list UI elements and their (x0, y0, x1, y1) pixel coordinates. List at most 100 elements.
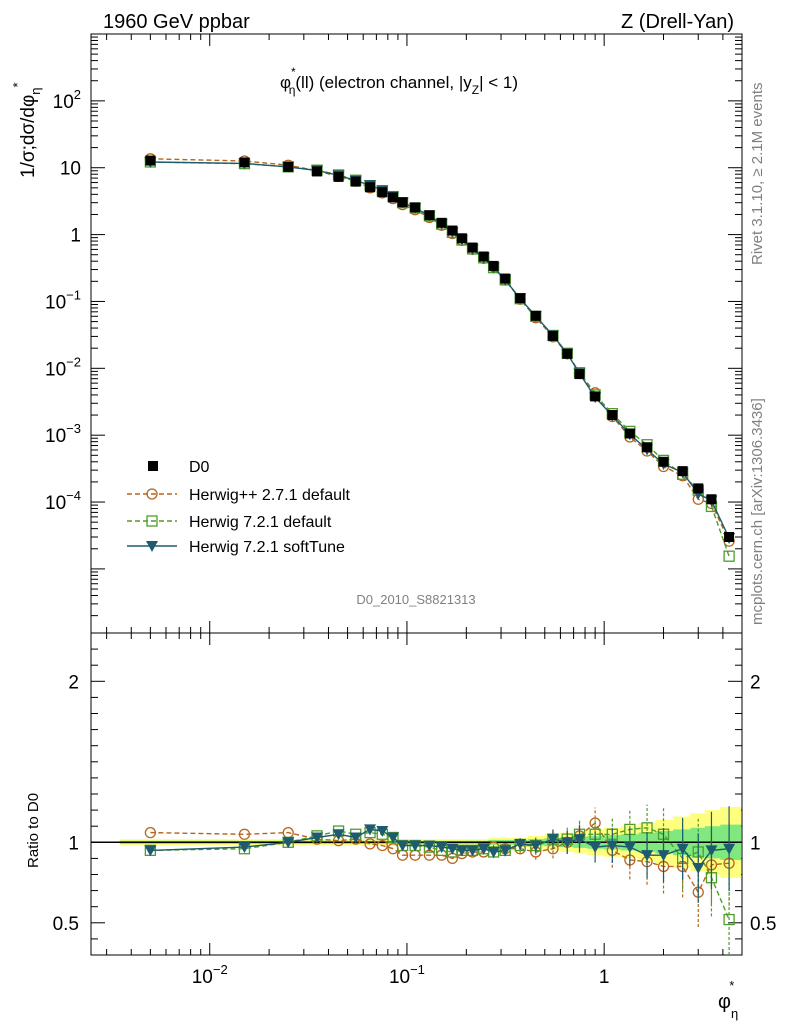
ratio-point (641, 850, 654, 862)
ratio-point (529, 840, 542, 852)
data-point (515, 293, 526, 304)
x-tick-label: 10−2 (192, 962, 228, 988)
data-point (677, 466, 688, 477)
data-point (424, 210, 435, 221)
ratio-y-tick-label: 1 (68, 833, 79, 854)
ratio-point (446, 843, 459, 855)
header-right: Z (Drell-Yan) (621, 11, 734, 33)
data-point (456, 233, 467, 244)
data-point (410, 202, 421, 213)
ratio-point (435, 842, 448, 854)
data-point (562, 348, 573, 359)
ratio-y-axis-label: Ratio to D0 (25, 793, 42, 868)
ratio-point (676, 843, 689, 855)
data-point (388, 192, 399, 203)
ratio-point (606, 840, 619, 852)
ratio-point (349, 832, 362, 844)
ratio-frame (90, 632, 743, 956)
data-point (590, 391, 601, 402)
ratio-y-tick-label: 2 (750, 672, 761, 693)
data-point (447, 225, 458, 236)
ratio-point (364, 824, 377, 836)
data-point (145, 155, 156, 166)
ratio-point (692, 863, 705, 875)
data-point (365, 182, 376, 193)
header-left: 1960 GeV ppbar (103, 11, 250, 33)
ratio-point (477, 843, 490, 855)
data-point (530, 310, 541, 321)
plot-title: φ* η(ll) (electron channel, |yZ| < 1) (280, 65, 518, 97)
data-point (283, 161, 294, 172)
upper-plot: 10−4 10−3 10−2 10−1 1 10 102 (45, 33, 743, 955)
ratio-point (376, 839, 388, 852)
ratio-y-tick-label: 1 (750, 833, 761, 854)
analysis-watermark: D0_2010_S8821313 (356, 592, 475, 607)
ratio-point (705, 845, 718, 857)
series-line (150, 158, 730, 542)
y-axis-label: 1/σ;dσ/dφη* (10, 82, 43, 178)
y-tick-label: 10−4 (45, 488, 81, 514)
ratio-point (332, 829, 345, 841)
data-point (706, 494, 717, 505)
ratio-point (144, 826, 157, 839)
ratio-point (561, 837, 574, 849)
x-axis-label: φη* (718, 978, 738, 1021)
legend-label: Herwig 7.2.1 softTune (189, 539, 345, 556)
legend-label: Herwig 7.2.1 default (189, 514, 332, 531)
y-tick-label: 10−1 (45, 287, 81, 313)
data-point (333, 171, 344, 182)
y-tick-label: 10−3 (45, 421, 81, 447)
ratio-point (589, 842, 602, 854)
ratio-point (455, 845, 468, 857)
data-point (724, 532, 735, 543)
data-point (239, 157, 250, 168)
legend-entry: Herwig 7.2.1 softTune (127, 539, 345, 556)
data-point (397, 197, 408, 208)
data-point (624, 428, 635, 439)
x-tick-label: 1 (599, 967, 610, 988)
ratio-point (466, 845, 479, 857)
ratio-point (376, 826, 389, 838)
legend-marker (148, 461, 158, 471)
ratio-point (487, 846, 500, 858)
data-point (547, 330, 558, 341)
legend-marker (146, 515, 158, 527)
data-point (377, 187, 388, 198)
ratio-y-tick-label: 2 (68, 672, 79, 693)
legend-marker (146, 541, 158, 552)
data-point (500, 273, 511, 284)
ratio-point (396, 840, 409, 852)
ratio-point (311, 832, 324, 844)
data-point (642, 442, 653, 453)
data-point (488, 260, 499, 271)
ratio-point (238, 842, 251, 854)
legend-entry: Herwig++ 2.7.1 default (127, 487, 351, 504)
data-point (658, 456, 669, 467)
ratio-y-tick-label: 0.5 (750, 914, 776, 935)
data-point (478, 251, 489, 262)
series-point (723, 550, 735, 562)
data-point (436, 217, 447, 228)
data-point (693, 483, 704, 494)
ratio-point (282, 837, 295, 849)
data-point (467, 242, 478, 253)
ratio-point (723, 913, 735, 926)
legend-entry: D0 (148, 459, 210, 476)
data-point (312, 166, 323, 177)
rivet-label: Rivet 3.1.10, ≥ 2.1M events (749, 83, 766, 266)
legend-label: Herwig++ 2.7.1 default (189, 487, 351, 504)
data-point (574, 369, 585, 380)
x-tick-label: 10−1 (389, 962, 425, 988)
data-point (607, 410, 618, 421)
legend: D0 Herwig++ 2.7.1 default Herwig 7.2.1 def… (127, 459, 351, 556)
ratio-plot: 10−2 10−1 1 0.5 0.5 1 1 2 2 (53, 632, 776, 988)
y-tick-label: 10−2 (45, 354, 81, 380)
ratio-point (723, 843, 736, 855)
ratio-point (144, 845, 157, 857)
legend-entry: Herwig 7.2.1 default (127, 514, 332, 531)
legend-marker (146, 488, 158, 500)
legend-label: D0 (189, 459, 210, 476)
ratio-point (623, 842, 636, 854)
ratio-point (546, 834, 559, 846)
